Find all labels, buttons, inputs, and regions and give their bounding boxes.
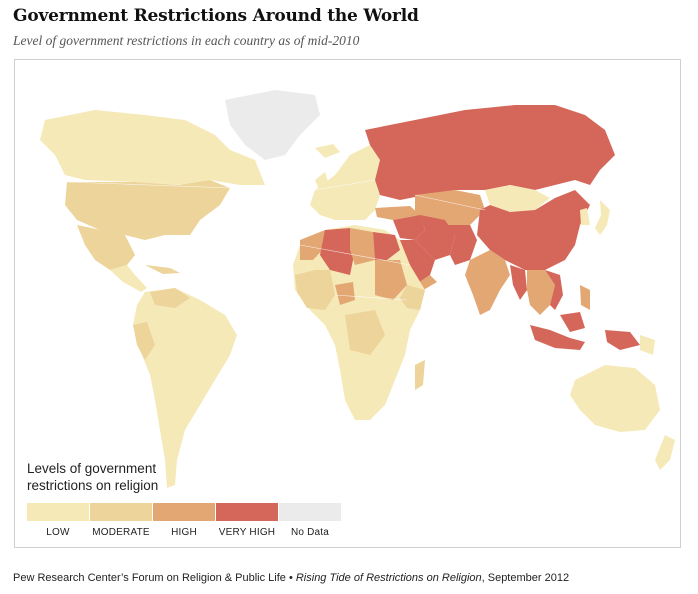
- legend-item-high: HIGH: [153, 503, 215, 538]
- legend-swatch-high: [153, 503, 215, 521]
- region-egypt: [373, 232, 400, 260]
- region-central-america: [110, 265, 147, 292]
- region-libya: [350, 228, 375, 265]
- source-date: , September 2012: [481, 572, 570, 584]
- legend-swatch-low: [27, 503, 89, 521]
- region-papua: [605, 330, 640, 350]
- region-morocco: [300, 230, 327, 260]
- region-west-africa: [295, 270, 335, 310]
- region-madagascar: [415, 360, 425, 390]
- region-borneo: [560, 312, 585, 332]
- region-india: [465, 250, 510, 315]
- source-note: Pew Research Center’s Forum on Religion …: [13, 572, 569, 584]
- legend-label-high: HIGH: [171, 527, 197, 538]
- region-iceland: [315, 144, 340, 158]
- region-turkey: [375, 206, 420, 220]
- legend-swatch-no-data: [279, 503, 341, 521]
- chart-title: Government Restrictions Around the World: [13, 6, 419, 26]
- map-frame: Levels of government restrictions on rel…: [14, 59, 681, 548]
- region-algeria: [320, 228, 355, 275]
- region-venezuela: [150, 288, 190, 308]
- world-map: [40, 90, 675, 488]
- legend-title-line2: restrictions on religion: [27, 478, 159, 493]
- legend-title-line1: Levels of government: [27, 461, 157, 476]
- region-south-america: [133, 288, 237, 488]
- region-peru: [133, 322, 155, 360]
- region-indonesia: [530, 325, 585, 350]
- region-russia: [365, 105, 615, 200]
- region-vietnam: [545, 270, 563, 310]
- legend-item-no-data: No Data: [279, 503, 341, 538]
- region-united-states: [65, 180, 230, 240]
- region-cuba: [145, 265, 180, 274]
- region-png: [640, 335, 655, 355]
- source-org: Pew Research Center’s Forum on Religion …: [13, 572, 293, 584]
- legend-swatch-moderate: [90, 503, 152, 521]
- legend-title: Levels of government restrictions on rel…: [27, 460, 227, 494]
- legend-swatch-very-high: [216, 503, 278, 521]
- legend-item-moderate: MODERATE: [90, 503, 152, 538]
- region-nigeria: [335, 282, 355, 305]
- region-mexico: [77, 225, 135, 270]
- region-central-africa: [345, 310, 385, 355]
- legend-label-low: LOW: [46, 527, 70, 538]
- region-iraq-syria: [393, 215, 425, 240]
- region-sudan: [375, 260, 407, 300]
- legend-label-no-data: No Data: [290, 527, 330, 538]
- region-greenland: [225, 90, 320, 160]
- legend-item-very-high: VERY HIGH: [216, 503, 278, 538]
- legend-label-moderate: MODERATE: [92, 527, 150, 538]
- region-southeast-asia: [527, 270, 555, 315]
- country-borders: [66, 179, 486, 301]
- source-report: Rising Tide of Restrictions on Religion: [295, 572, 482, 584]
- region-afghanistan-pakistan: [445, 225, 477, 265]
- region-burma: [510, 265, 527, 300]
- region-europe: [310, 145, 380, 220]
- region-korea: [580, 208, 590, 225]
- legend: LOW MODERATE HIGH VERY HIGH No Data: [27, 503, 341, 538]
- region-china: [477, 190, 590, 270]
- legend-label-very-high: VERY HIGH: [218, 527, 276, 538]
- region-uk: [315, 172, 329, 192]
- region-horn-of-africa: [400, 285, 425, 310]
- chart-subtitle: Level of government restrictions in each…: [13, 33, 360, 48]
- legend-item-low: LOW: [27, 503, 89, 538]
- region-australia: [570, 365, 660, 432]
- region-mongolia: [485, 185, 550, 212]
- region-japan: [595, 200, 610, 235]
- region-iran: [415, 215, 455, 260]
- region-canada: [40, 110, 265, 185]
- region-philippines: [580, 285, 590, 310]
- region-new-zealand: [655, 435, 675, 470]
